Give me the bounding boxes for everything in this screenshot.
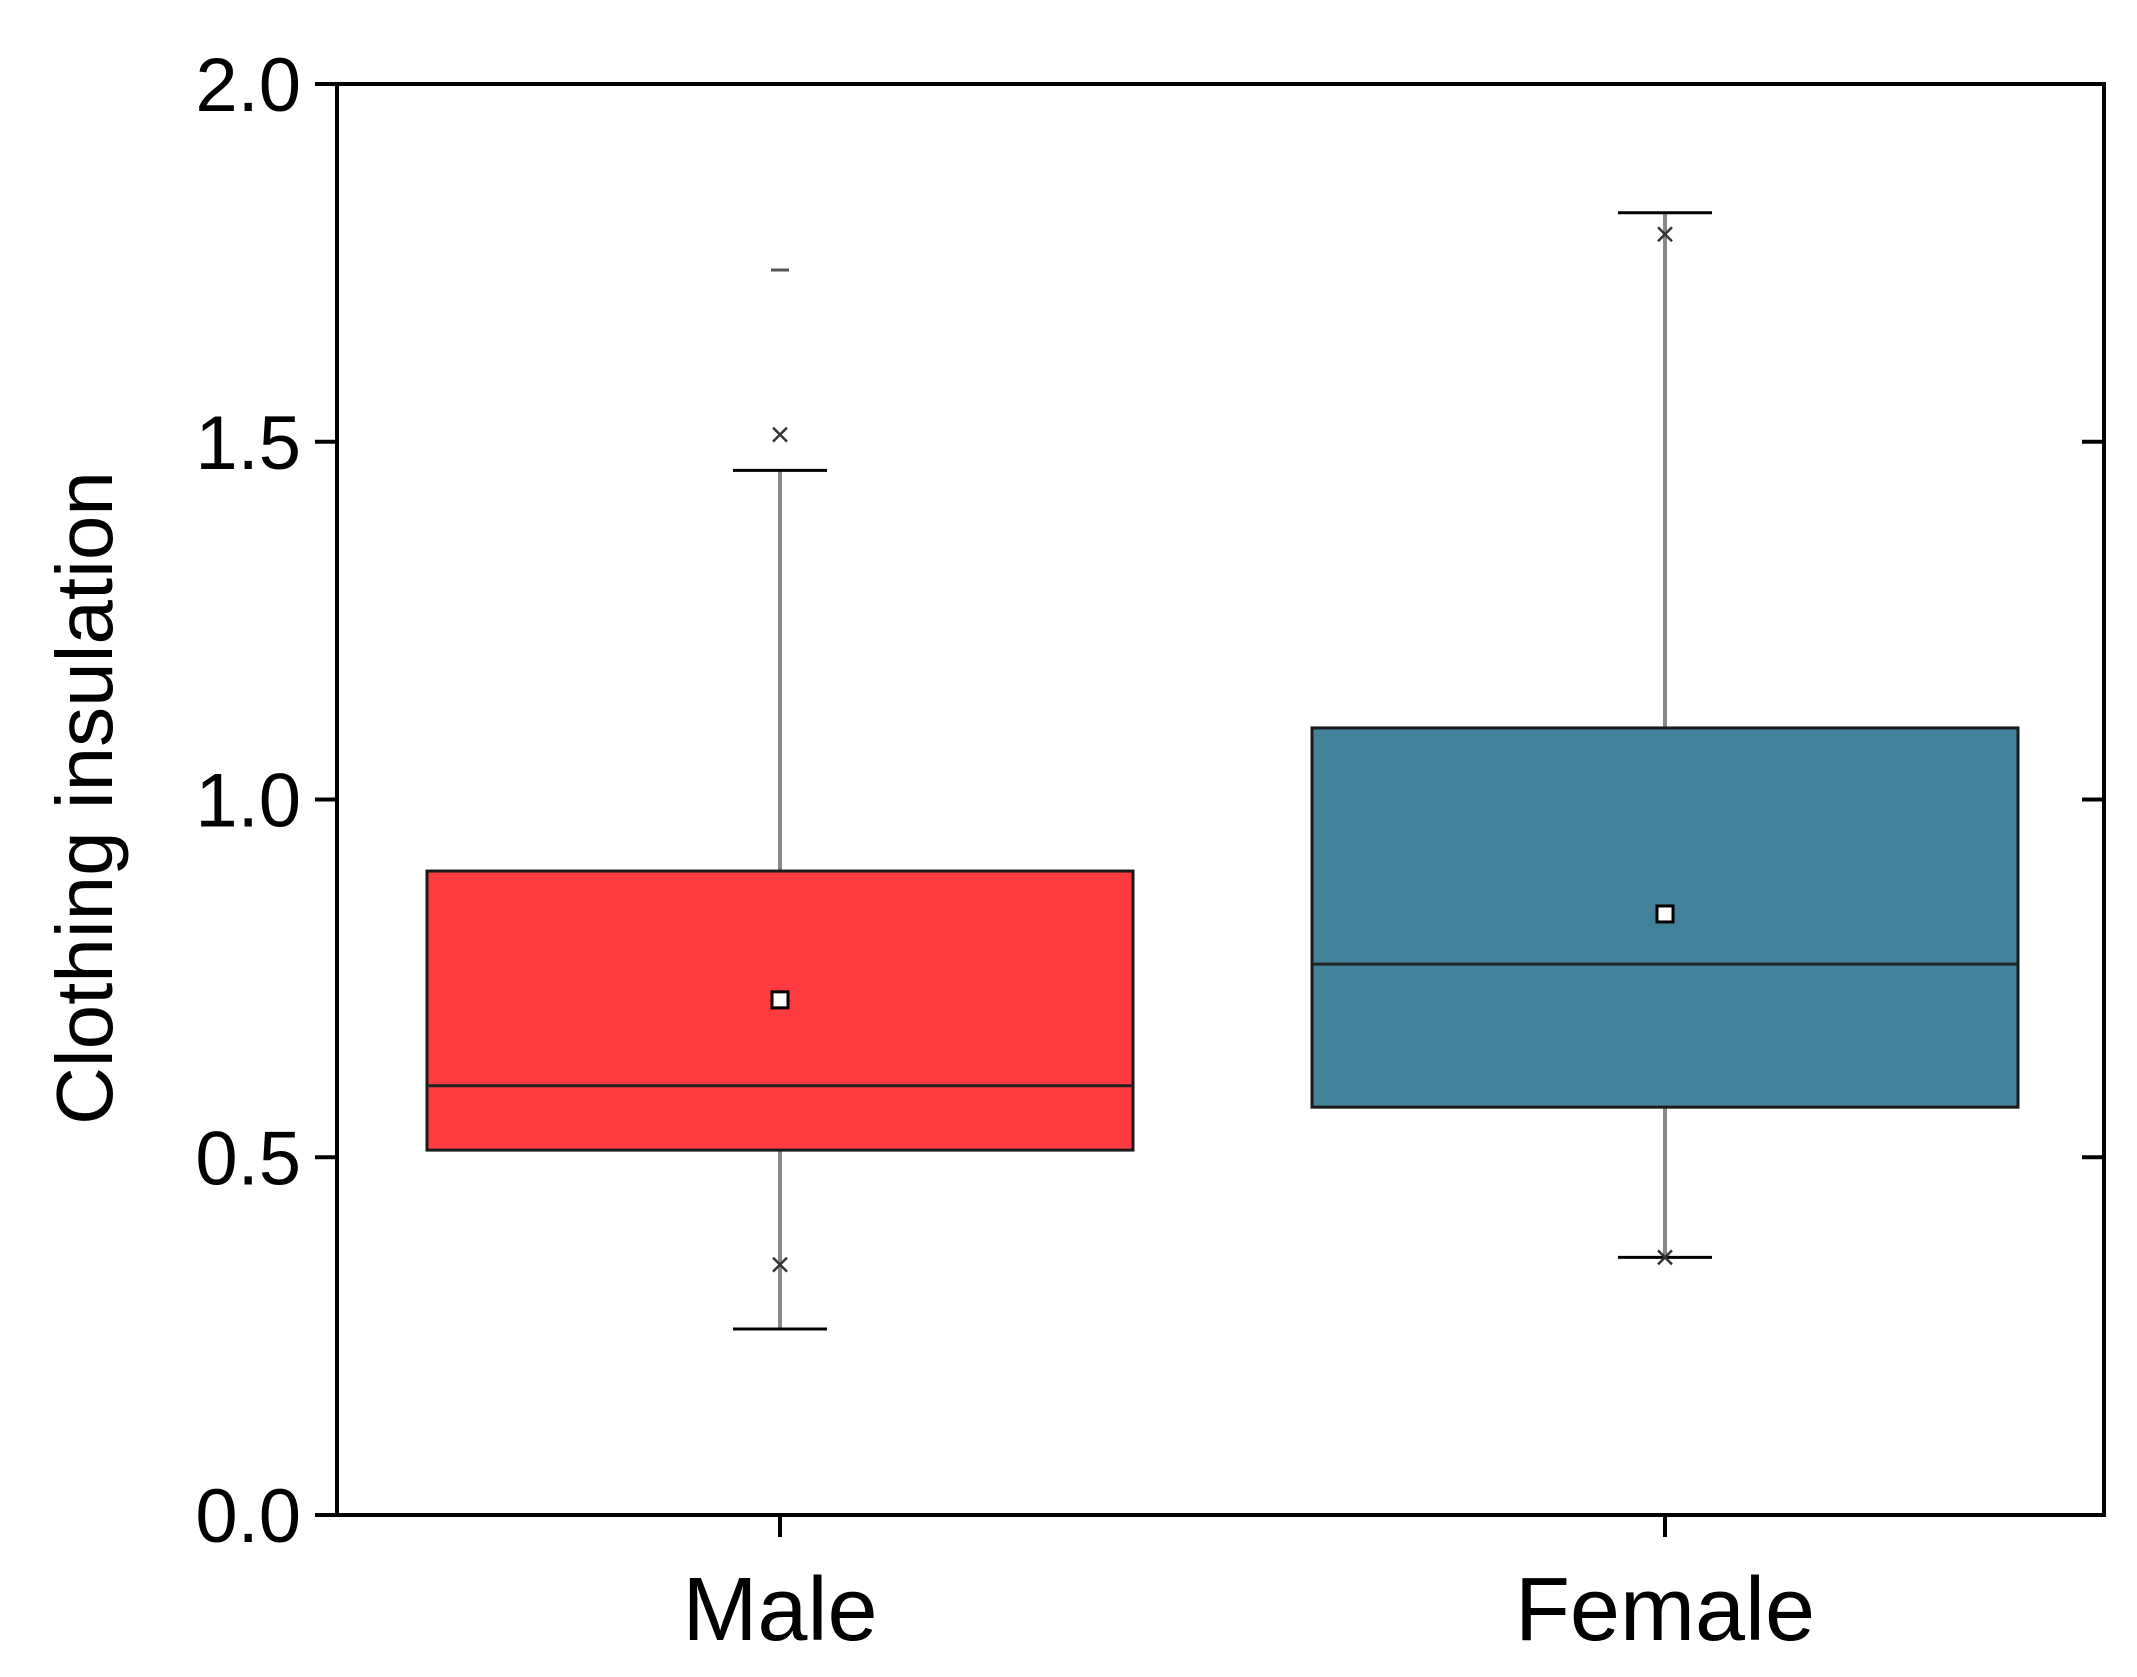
max-marker-stroke-b xyxy=(1657,226,1673,243)
min-marker-stroke-b xyxy=(772,1256,788,1273)
mean-marker xyxy=(770,990,790,1010)
max-marker xyxy=(1657,226,1673,243)
max-marker-stroke-b xyxy=(772,426,788,443)
y-tick-label: 0.5 xyxy=(195,1116,301,1201)
y-axis-title: Clothing insulation xyxy=(40,471,129,1125)
min-marker xyxy=(772,1256,788,1273)
y-tick-label: 1.5 xyxy=(195,401,301,486)
y-tick-label: 2.0 xyxy=(195,43,301,128)
y-tick-label: 0.0 xyxy=(195,1474,301,1559)
y-tick-label: 1.0 xyxy=(195,759,301,844)
mean-marker xyxy=(1655,904,1675,924)
box-male xyxy=(425,268,1135,1331)
min-marker xyxy=(1657,1249,1673,1266)
plot-area xyxy=(335,82,2106,1517)
box-female xyxy=(1310,211,2020,1266)
min-marker-stroke-b xyxy=(1657,1249,1673,1266)
y-axis-ticks: 0.0 0.5 1.0 1.5 2.0 xyxy=(195,43,2104,1559)
max-marker xyxy=(772,426,788,443)
x-tick-label: Male xyxy=(682,1560,877,1660)
x-tick-label: Female xyxy=(1515,1560,1815,1660)
box-iqr xyxy=(425,869,1135,1152)
x-axis-ticks: Male Female xyxy=(682,1515,1815,1660)
